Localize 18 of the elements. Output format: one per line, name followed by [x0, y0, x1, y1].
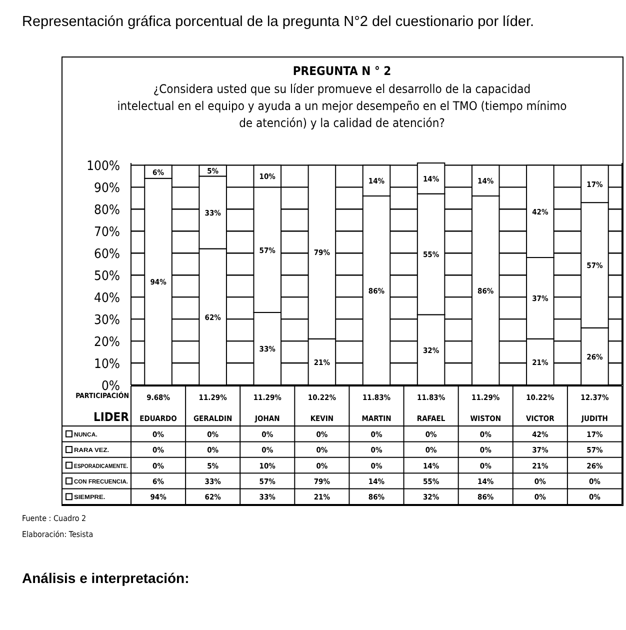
y-tick-label: 50%: [94, 269, 120, 284]
y-tick-label: 0%: [101, 379, 120, 394]
chart-subtitle: ¿Considera usted que su líder promueve el desarrollo de la capacidad intelectual en el equipo y ayuda a un mejor desempeño en el TMO (tiempo mínimo de atención) y la calidad de atención?: [117, 82, 568, 130]
text: Representación gráfica porcentual de la pregunta N°2 del cuestionario por líder.: [22, 14, 534, 30]
x-axis-title: LIDER: [93, 410, 130, 424]
text: Análisis e interpretación:: [22, 570, 190, 586]
chart-title: PREGUNTA N ° 2: [292, 64, 392, 78]
y-tick-label: 10%: [94, 357, 120, 372]
y-tick-label: 90%: [94, 181, 120, 196]
y-tick-label: 30%: [94, 313, 120, 328]
text: Elaboración: Tesista: [22, 530, 94, 539]
y-tick-label: 80%: [94, 203, 120, 218]
y-tick-label: 100%: [86, 159, 120, 174]
y-tick-label: 40%: [94, 291, 120, 306]
y-tick-label: 70%: [94, 225, 120, 240]
y-tick-label: 60%: [94, 247, 120, 262]
y-tick-label: 20%: [94, 335, 120, 350]
source-note: Fuente : Cuadro 2: [22, 514, 86, 523]
